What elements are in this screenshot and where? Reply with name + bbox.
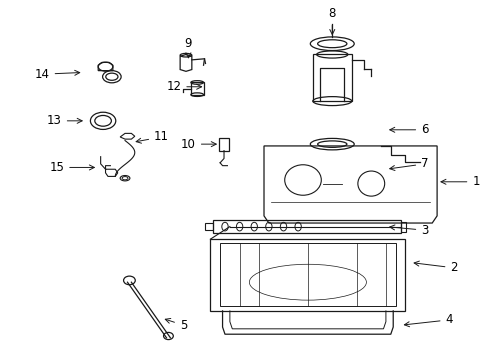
Text: 2: 2: [413, 261, 457, 274]
Text: 11: 11: [136, 130, 169, 144]
Text: 4: 4: [404, 313, 452, 327]
Text: 9: 9: [184, 37, 192, 58]
Text: 7: 7: [389, 157, 428, 171]
Text: 12: 12: [166, 80, 201, 93]
Text: 15: 15: [49, 161, 94, 174]
Text: 10: 10: [181, 138, 216, 150]
Text: 3: 3: [389, 224, 427, 237]
Text: 6: 6: [389, 123, 428, 136]
Text: 14: 14: [35, 68, 80, 81]
Text: 1: 1: [440, 175, 479, 188]
Text: 8: 8: [328, 7, 335, 35]
Text: 13: 13: [47, 114, 82, 127]
Text: 5: 5: [165, 319, 187, 332]
